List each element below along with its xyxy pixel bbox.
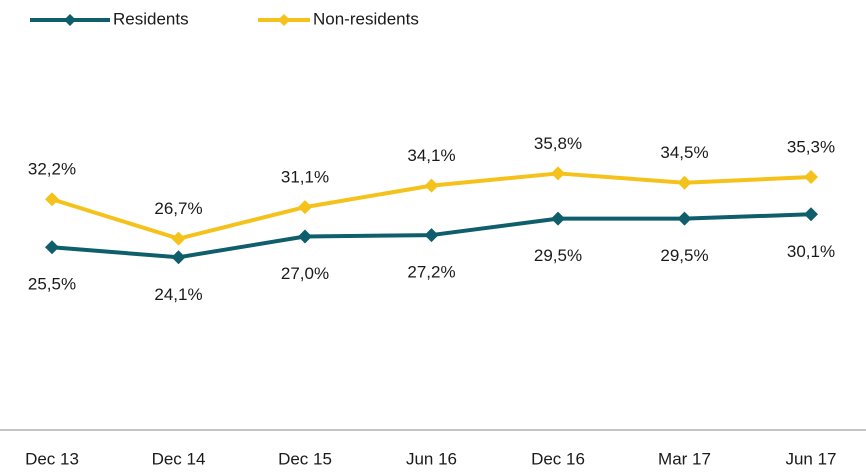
data-label: 29,5%	[660, 246, 708, 265]
x-tick-label: Dec 14	[152, 449, 206, 468]
data-point	[424, 178, 439, 193]
data-point	[171, 231, 186, 246]
data-point	[45, 240, 59, 255]
data-point	[677, 175, 692, 190]
data-point	[298, 200, 312, 215]
legend-label: Non-residents	[313, 9, 419, 28]
data-point	[298, 229, 312, 244]
data-label: 27,0%	[281, 264, 329, 283]
data-point	[551, 211, 565, 226]
data-label: 31,1%	[281, 168, 329, 187]
data-label: 25,5%	[28, 275, 76, 294]
data-label: 24,1%	[154, 285, 202, 304]
data-label: 34,1%	[407, 146, 455, 165]
legend-label: Residents	[113, 9, 189, 28]
data-label: 35,3%	[787, 138, 835, 157]
data-label: 30,1%	[787, 242, 835, 261]
data-point	[804, 207, 818, 222]
data-label: 35,8%	[534, 134, 582, 153]
legend-marker	[278, 14, 290, 26]
data-label: 32,2%	[28, 160, 76, 179]
data-point	[171, 250, 186, 265]
data-point	[45, 192, 59, 207]
data-label: 26,7%	[154, 199, 202, 218]
x-tick-label: Dec 15	[278, 449, 332, 468]
data-point	[551, 166, 565, 181]
data-label: 34,5%	[660, 143, 708, 162]
x-tick-label: Dec 16	[531, 449, 585, 468]
x-tick-label: Mar 17	[658, 449, 711, 468]
data-point	[804, 170, 818, 185]
data-label: 27,2%	[407, 263, 455, 282]
data-point	[677, 211, 692, 226]
data-point	[424, 228, 439, 243]
data-label: 29,5%	[534, 246, 582, 265]
x-tick-label: Jun 17	[785, 449, 836, 468]
x-tick-label: Jun 16	[406, 449, 457, 468]
legend-marker	[64, 14, 76, 26]
x-tick-label: Dec 13	[25, 449, 79, 468]
